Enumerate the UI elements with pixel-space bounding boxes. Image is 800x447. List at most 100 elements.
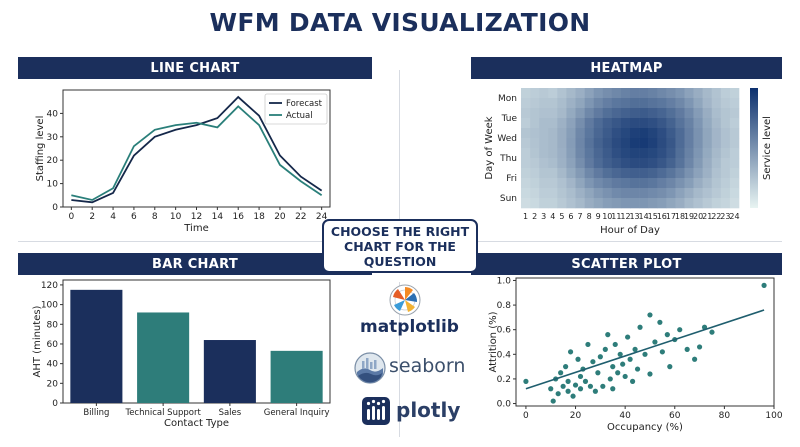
scatter-point bbox=[523, 378, 529, 384]
line-x-axis-label: Time bbox=[183, 223, 208, 234]
heatmap-cell bbox=[620, 178, 631, 189]
heatmap-cell bbox=[630, 88, 640, 99]
heatmap-cell bbox=[666, 148, 676, 159]
heatmap-y-tick-label: Wed bbox=[497, 134, 517, 144]
heatmap-cell bbox=[521, 198, 531, 209]
bar-chart-header: BAR CHART bbox=[18, 253, 372, 275]
heatmap-cell bbox=[648, 188, 658, 199]
heatmap-cell bbox=[548, 88, 558, 99]
heatmap-cell bbox=[539, 98, 549, 109]
heatmap-cell bbox=[639, 98, 649, 109]
heatmap-y-tick-label: Tue bbox=[501, 114, 518, 124]
heatmap-cell bbox=[575, 168, 585, 179]
heatmap-cell bbox=[630, 118, 640, 129]
heatmap-cell bbox=[675, 168, 685, 179]
heatmap-x-tick-label: 11 bbox=[611, 212, 621, 221]
scatter-point bbox=[761, 282, 767, 288]
heatmap-cell bbox=[620, 88, 631, 99]
line-x-tick-label: 10 bbox=[170, 212, 182, 222]
plotly-logo-text: plotly bbox=[396, 398, 461, 422]
scatter-point bbox=[567, 349, 574, 355]
line-legend-label: Actual bbox=[286, 111, 313, 121]
heatmap-cell bbox=[548, 158, 558, 169]
line-series-forecast bbox=[71, 95, 323, 204]
heatmap-x-tick-label: 10 bbox=[602, 212, 612, 221]
heatmap-cell bbox=[539, 118, 549, 129]
heatmap-cell bbox=[530, 178, 540, 189]
heatmap-cell bbox=[729, 148, 740, 159]
scatter-point bbox=[587, 383, 594, 389]
heatmap-cell bbox=[521, 168, 531, 179]
heatmap-cell bbox=[620, 188, 631, 199]
heatmap-cell bbox=[566, 88, 576, 99]
heatmap-chart: 1 2 3 4 5 6 7 8 9 101112131415161718192021222324M… bbox=[484, 88, 773, 236]
line-y-tick-label: 20 bbox=[47, 156, 59, 166]
heatmap-x-tick-label: 13 bbox=[629, 212, 639, 221]
heatmap-cell bbox=[666, 108, 676, 119]
line-x-tick-label: 0 bbox=[68, 212, 74, 222]
heatmap-cell bbox=[675, 178, 685, 189]
heatmap-cell bbox=[693, 158, 703, 169]
heatmap-cell bbox=[639, 138, 649, 149]
heatmap-cell bbox=[711, 178, 722, 189]
heatmap-cell bbox=[602, 168, 613, 179]
heatmap-cell bbox=[684, 168, 694, 179]
heatmap-cell bbox=[575, 98, 585, 109]
scatter-x-tick-label: 60 bbox=[669, 411, 681, 421]
heatmap-cell bbox=[575, 128, 585, 139]
scatter-point bbox=[677, 327, 683, 333]
heatmap-cell bbox=[584, 98, 594, 109]
bar-y-tick-label: 40 bbox=[47, 360, 59, 370]
heatmap-cell bbox=[611, 148, 622, 159]
heatmap-cell bbox=[611, 178, 622, 189]
heatmap-cell bbox=[729, 198, 740, 209]
heatmap-x-axis-label: Hour of Day bbox=[600, 225, 660, 236]
line-chart: 0 2 4 6 8 10 12 14 16 18 20 22 24010203040TimeStaffi… bbox=[35, 89, 331, 234]
heatmap-cell bbox=[648, 128, 658, 139]
heatmap-cell bbox=[675, 108, 685, 119]
bar-y-tick-label: 20 bbox=[47, 379, 59, 389]
heatmap-cell bbox=[584, 118, 594, 129]
heatmap-x-tick-label: 1 bbox=[523, 212, 528, 221]
heatmap-cell bbox=[530, 138, 540, 149]
heatmap-cell bbox=[557, 118, 567, 129]
heatmap-cell bbox=[521, 188, 531, 199]
heatmap-cell bbox=[575, 158, 585, 169]
heatmap-cell bbox=[530, 128, 540, 139]
heatmap-x-tick-label: 2 bbox=[532, 212, 537, 221]
heatmap-cell bbox=[539, 138, 549, 149]
heatmap-cell bbox=[648, 98, 658, 109]
scatter-point bbox=[565, 378, 571, 384]
heatmap-cell bbox=[539, 128, 549, 139]
line-y-tick-label: 0 bbox=[52, 203, 58, 213]
heatmap-cell bbox=[684, 158, 694, 169]
heatmap-cell bbox=[575, 148, 585, 159]
heatmap-cell bbox=[575, 188, 585, 199]
line-x-tick-label: 24 bbox=[316, 212, 328, 222]
heatmap-cell bbox=[648, 178, 658, 189]
heatmap-cell bbox=[530, 118, 540, 129]
heatmap-cell bbox=[720, 158, 731, 169]
heatmap-cell bbox=[584, 198, 594, 209]
scatter-point bbox=[647, 371, 653, 377]
panel-divider-vertical-top bbox=[399, 70, 400, 230]
heatmap-cell bbox=[611, 188, 622, 199]
heatmap-cell bbox=[720, 128, 731, 139]
heatmap-cell bbox=[657, 168, 667, 179]
heatmap-cell bbox=[611, 198, 622, 209]
heatmap-cell bbox=[566, 178, 576, 189]
scatter-point bbox=[555, 391, 561, 397]
heatmap-cell bbox=[602, 158, 613, 169]
heatmap-cell bbox=[693, 128, 703, 139]
heatmap-cell bbox=[657, 198, 667, 209]
heatmap-cell bbox=[539, 178, 549, 189]
bar-y-tick-label: 100 bbox=[41, 301, 58, 311]
heatmap-cell bbox=[566, 158, 576, 169]
heatmap-cell bbox=[684, 138, 694, 149]
heatmap-cell bbox=[684, 188, 694, 199]
heatmap-cell bbox=[693, 178, 703, 189]
heatmap-cell bbox=[630, 98, 640, 109]
scatter-point bbox=[629, 378, 636, 384]
scatter-point bbox=[575, 356, 581, 362]
line-x-tick-label: 2 bbox=[89, 212, 95, 222]
